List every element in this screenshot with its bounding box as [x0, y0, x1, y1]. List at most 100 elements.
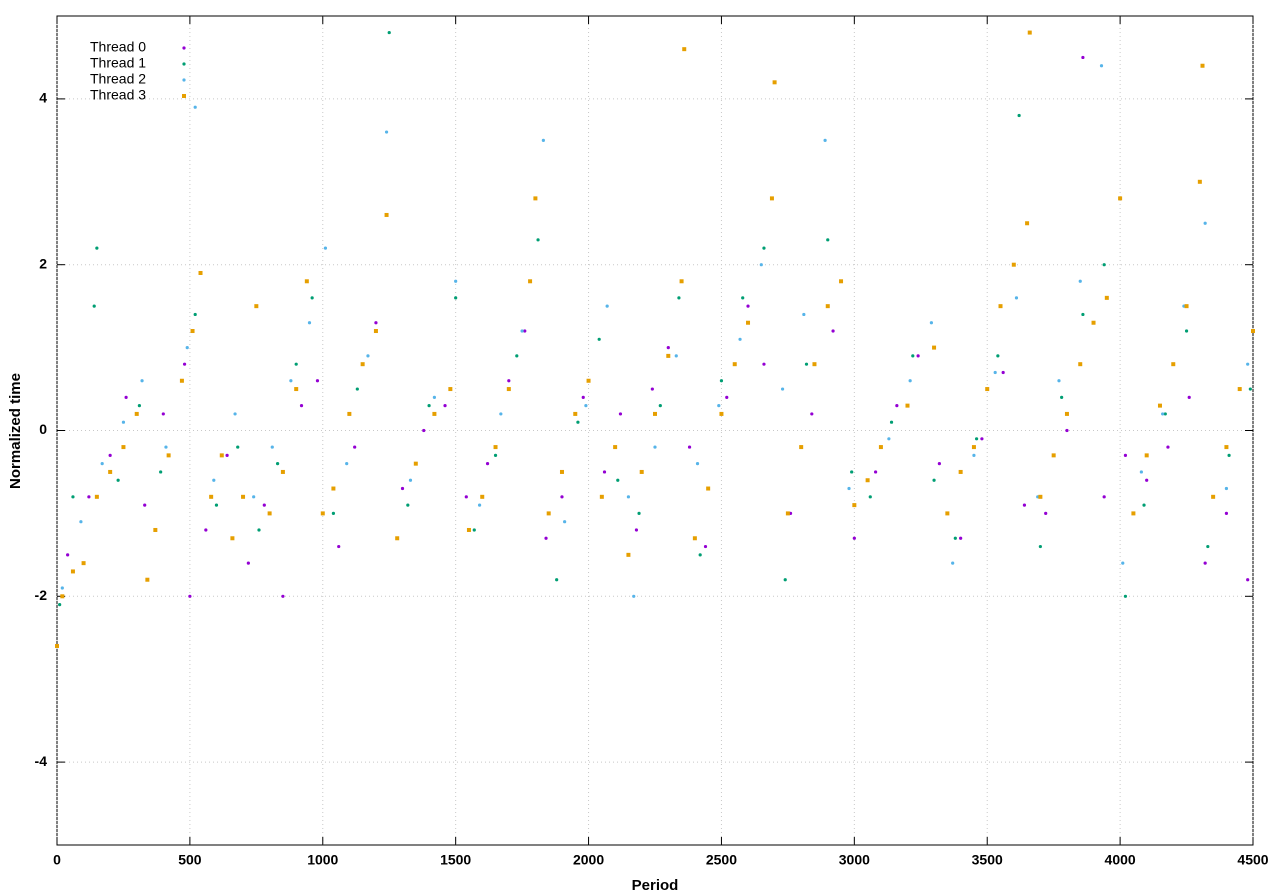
point	[544, 536, 548, 540]
point	[355, 387, 359, 391]
point	[717, 404, 721, 408]
point	[1027, 30, 1032, 35]
point	[193, 312, 197, 317]
point	[802, 312, 806, 317]
y-tick-label: -2	[35, 587, 48, 603]
point	[153, 527, 158, 532]
point	[929, 321, 934, 325]
point	[1203, 221, 1207, 225]
point	[254, 304, 259, 309]
point	[812, 362, 817, 367]
point	[719, 411, 724, 416]
point	[188, 594, 192, 598]
point	[634, 528, 638, 532]
point	[951, 561, 955, 565]
point	[783, 578, 787, 582]
point	[108, 453, 112, 457]
point	[695, 462, 700, 466]
y-tick-label: 4	[39, 90, 47, 106]
point	[166, 453, 171, 458]
point	[294, 362, 298, 366]
point	[515, 354, 519, 358]
point	[1197, 179, 1202, 184]
point	[1211, 494, 1216, 499]
point	[233, 412, 237, 416]
point	[895, 404, 899, 408]
point	[331, 486, 336, 491]
point	[653, 445, 657, 449]
point	[746, 320, 751, 325]
point	[1237, 387, 1242, 392]
point	[974, 437, 979, 441]
point	[908, 379, 912, 383]
point	[315, 379, 320, 383]
point	[140, 379, 144, 383]
x-tick-label: 4000	[1105, 852, 1136, 868]
point	[145, 577, 150, 582]
y-tick-label: -4	[35, 753, 48, 769]
point	[762, 246, 766, 250]
point	[454, 279, 458, 283]
point	[831, 329, 835, 333]
point	[307, 321, 312, 325]
point	[384, 130, 389, 134]
point	[193, 105, 197, 109]
point	[236, 445, 240, 449]
point	[626, 552, 631, 557]
point	[161, 412, 165, 416]
point	[395, 536, 400, 541]
point	[839, 279, 844, 284]
point	[682, 47, 687, 52]
x-tick-label: 0	[53, 852, 61, 868]
point	[246, 561, 250, 565]
point	[92, 304, 96, 308]
point	[198, 270, 203, 275]
point	[422, 428, 426, 433]
point	[1121, 561, 1125, 565]
point	[692, 536, 697, 541]
point	[225, 453, 229, 457]
point	[443, 404, 447, 408]
x-tick-label: 1000	[307, 852, 338, 868]
point	[1064, 411, 1069, 416]
point	[852, 536, 856, 540]
point	[1171, 362, 1176, 367]
point	[493, 445, 498, 450]
point	[185, 346, 189, 350]
point	[873, 470, 878, 474]
point	[1224, 486, 1229, 491]
point	[618, 412, 623, 416]
point	[1131, 511, 1136, 516]
point	[1184, 304, 1189, 309]
point	[320, 511, 325, 516]
point	[1246, 578, 1250, 582]
point	[1102, 495, 1106, 499]
point	[1081, 55, 1085, 60]
point	[560, 495, 564, 499]
point	[613, 445, 618, 450]
point	[958, 469, 963, 474]
x-tick-label: 2000	[573, 852, 604, 868]
point	[408, 478, 413, 482]
point	[1051, 453, 1056, 458]
point	[1166, 445, 1170, 449]
point	[95, 246, 99, 250]
point	[432, 411, 437, 416]
point	[850, 470, 854, 474]
point	[905, 403, 910, 408]
point	[304, 279, 309, 284]
point	[1017, 113, 1021, 118]
point	[219, 453, 224, 458]
y-tick-label: 2	[39, 255, 47, 271]
point	[878, 445, 883, 450]
point	[759, 263, 763, 267]
point	[666, 353, 671, 358]
point	[865, 478, 870, 483]
point	[507, 379, 511, 383]
point	[536, 238, 540, 242]
point	[769, 196, 774, 201]
point	[241, 494, 246, 499]
point	[137, 404, 141, 408]
point	[741, 296, 745, 300]
